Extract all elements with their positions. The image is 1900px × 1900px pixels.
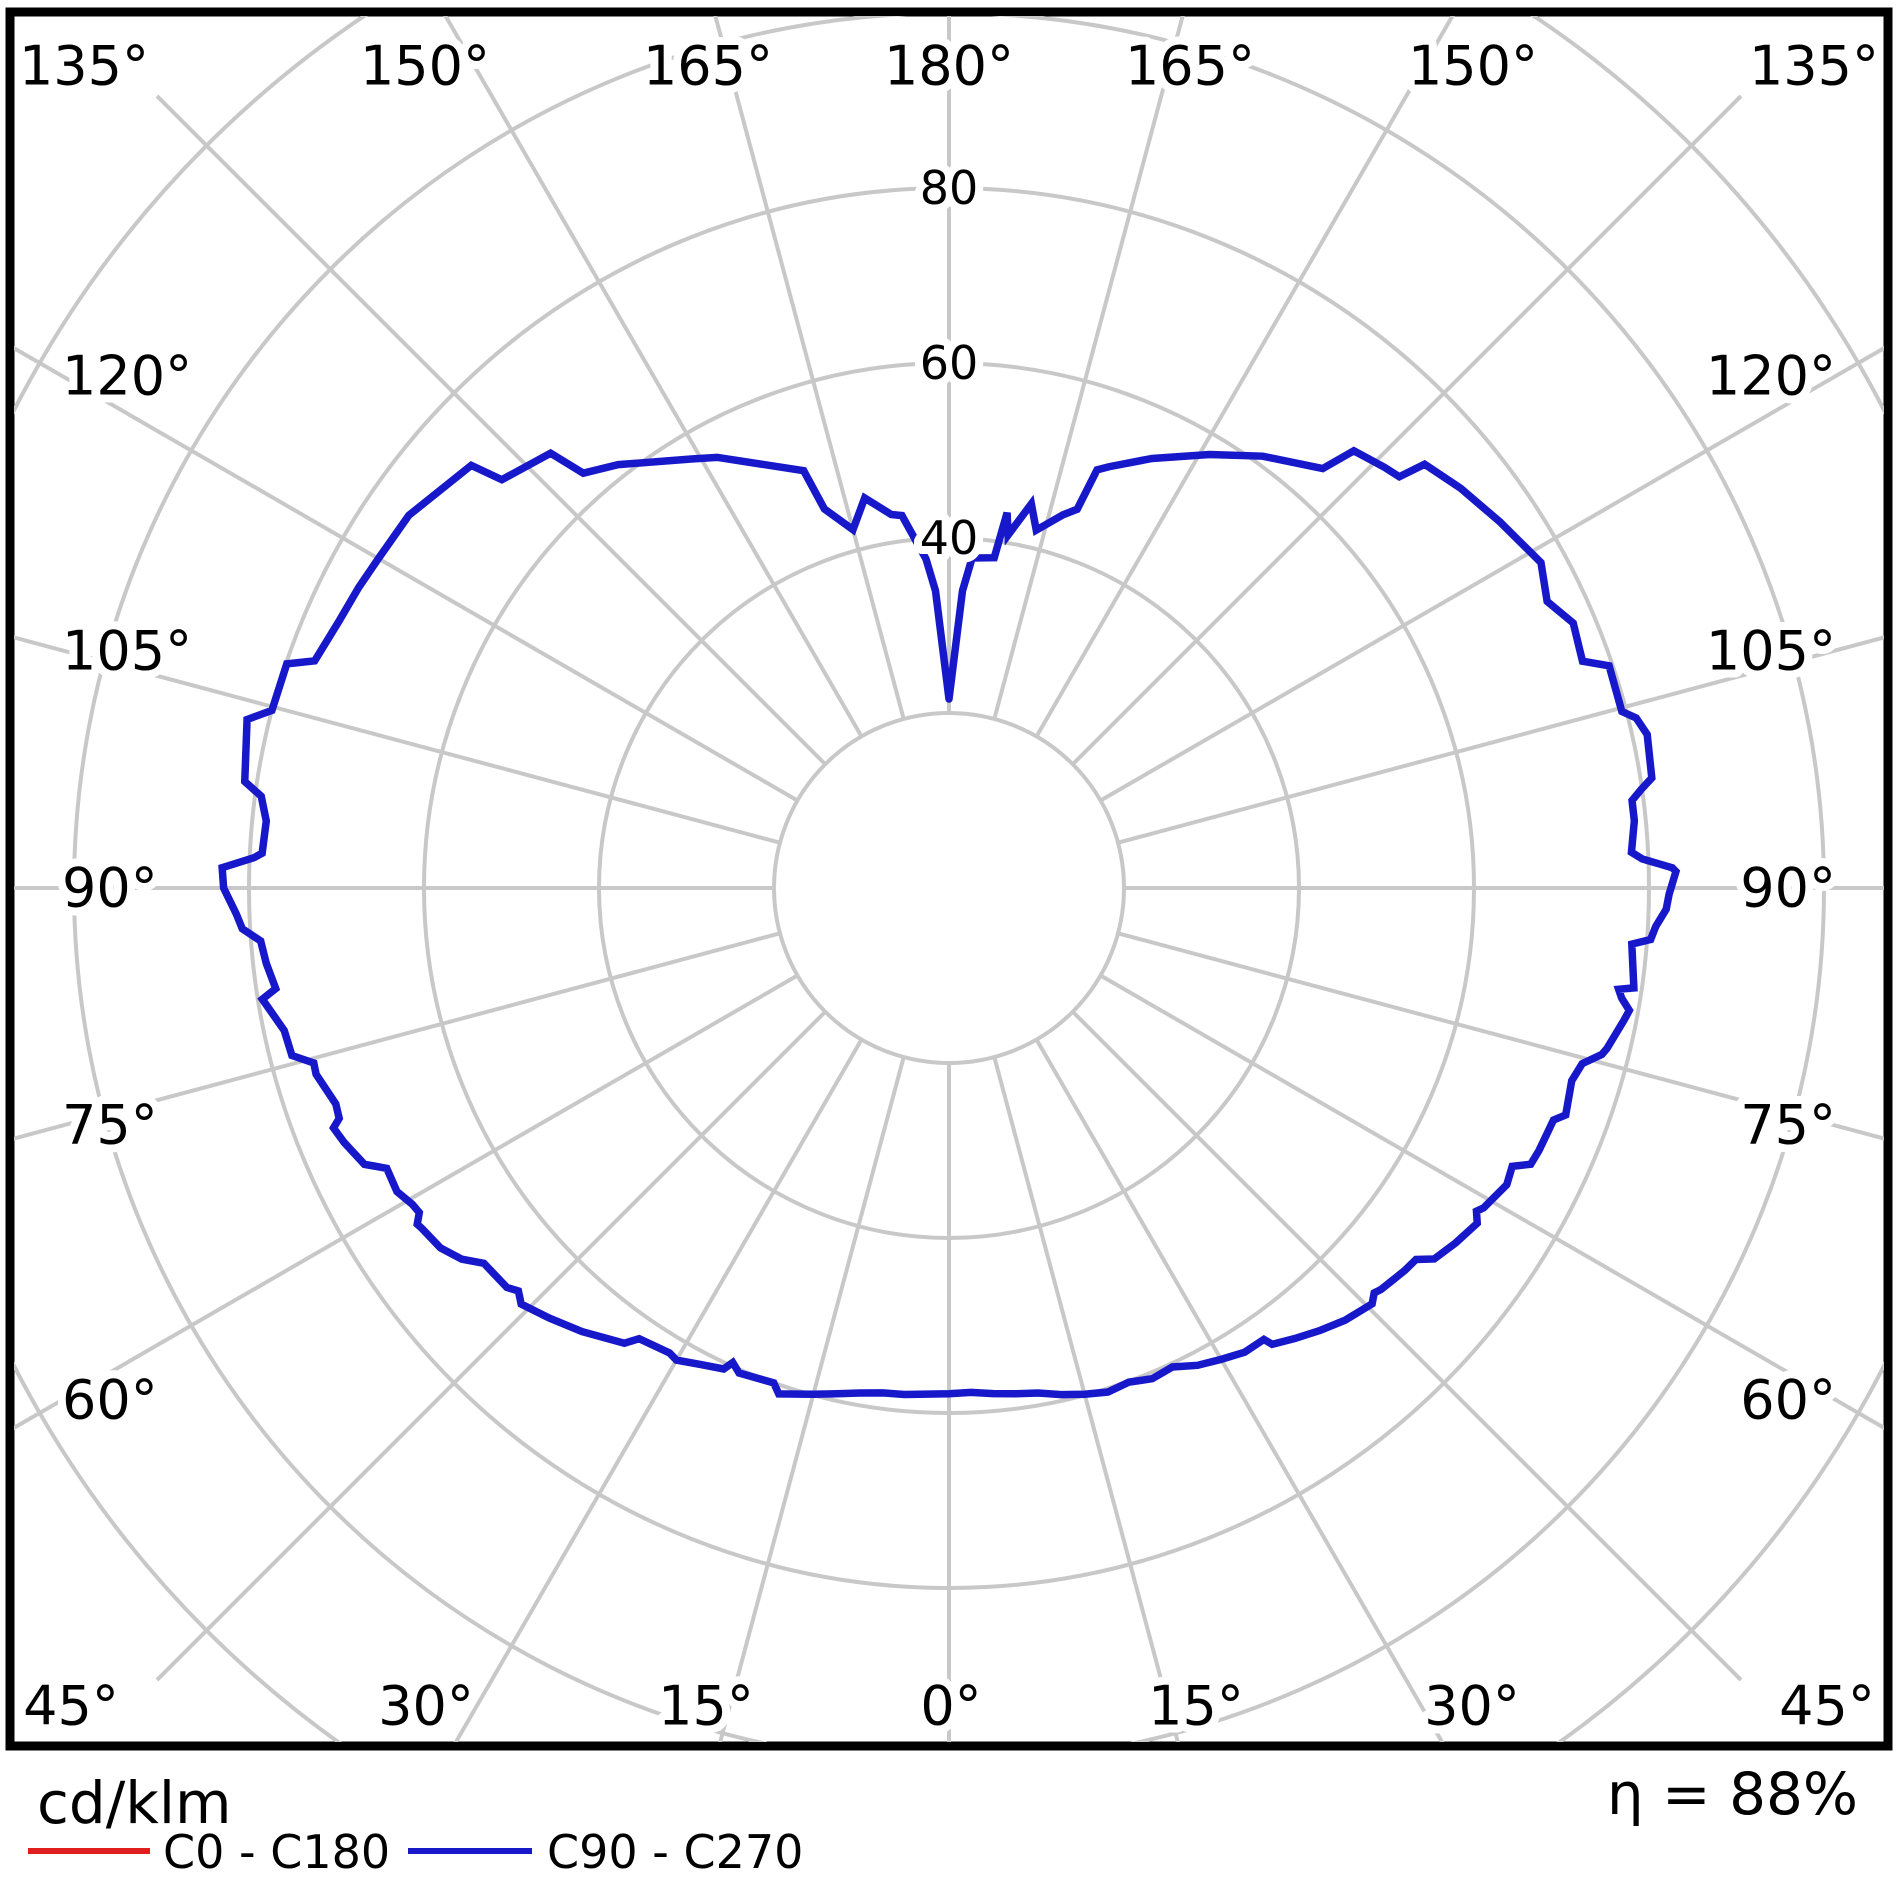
grid-spoke-285 <box>992 16 1185 720</box>
grid-spoke-330 <box>1099 345 1884 803</box>
axis-labels: 40 60 80 135° 150° 165° 180° 165° 150° 135° 45° 30°… <box>11 27 1887 1746</box>
angle-label-bottom-1: 30° <box>378 1675 474 1738</box>
legend-label-c0-c180: C0 - C180 <box>163 1825 390 1879</box>
angle-label-top-5: 150° <box>1408 35 1538 98</box>
grid-spoke-165 <box>14 931 781 1141</box>
angle-label-top-2: 165° <box>643 35 773 98</box>
angle-label-bottom-6: 45° <box>1779 1675 1875 1738</box>
angle-label-right-2: 90° <box>1740 857 1836 920</box>
angle-label-left-1: 105° <box>62 620 192 683</box>
angle-label-bottom-5: 30° <box>1424 1675 1520 1738</box>
grid-spoke-135 <box>155 1010 827 1682</box>
grid-spoke-30 <box>1099 973 1884 1431</box>
grid-spoke-255 <box>713 16 906 720</box>
grid-ring-20 <box>772 711 1126 1065</box>
intensity-curves <box>218 446 1681 1399</box>
angle-label-right-0: 120° <box>1706 345 1836 408</box>
angle-label-bottom-0: 45° <box>23 1675 119 1738</box>
grid-spoke-120 <box>453 1038 864 1742</box>
grid-spoke-105 <box>718 1056 906 1742</box>
radial-tick-label-60: 60 <box>920 336 979 390</box>
angle-label-left-3: 75° <box>62 1094 158 1157</box>
grid-spoke-195 <box>14 635 781 845</box>
legend-item-c0-c180: C0 - C180 <box>28 1825 390 1879</box>
angle-label-right-3: 75° <box>1740 1094 1836 1157</box>
angle-label-top-0: 135° <box>19 35 149 98</box>
legend: C0 - C180 C90 - C270 <box>28 1825 803 1879</box>
angle-label-left-4: 60° <box>62 1369 158 1432</box>
grid-spoke-300 <box>1034 16 1455 738</box>
intensity-curve-C90-C270 <box>218 446 1681 1399</box>
angle-label-top-6: 135° <box>1749 35 1879 98</box>
angle-label-top-3: 180° <box>884 35 1014 98</box>
grid-spoke-150 <box>14 973 799 1431</box>
angle-label-bottom-4: 15° <box>1148 1675 1244 1738</box>
grid-spoke-315 <box>1071 94 1743 766</box>
angle-label-left-0: 120° <box>62 345 192 408</box>
grid-spoke-60 <box>1034 1038 1445 1742</box>
radial-tick-label-80: 80 <box>920 161 979 215</box>
angle-label-left-2: 90° <box>62 857 158 920</box>
angle-label-right-4: 60° <box>1740 1369 1836 1432</box>
legend-label-c90-c270: C90 - C270 <box>547 1825 803 1879</box>
grid-spoke-225 <box>155 94 827 766</box>
legend-item-c90-c270: C90 - C270 <box>408 1825 803 1879</box>
grid-spoke-240 <box>443 16 864 738</box>
angle-label-bottom-3: 0° <box>920 1675 981 1738</box>
angle-label-top-1: 150° <box>360 35 490 98</box>
grid-spoke-75 <box>992 1056 1180 1742</box>
grid-spoke-345 <box>1117 635 1884 845</box>
angle-label-right-1: 105° <box>1706 620 1836 683</box>
grid-spoke-210 <box>14 345 799 803</box>
plot-frame <box>5 7 1893 1751</box>
radial-tick-label-40: 40 <box>920 511 979 565</box>
angle-label-top-4: 165° <box>1125 35 1255 98</box>
efficiency-label: η = 88% <box>1607 1760 1858 1828</box>
angle-label-bottom-2: 15° <box>658 1675 754 1738</box>
grid-spoke-45 <box>1071 1010 1743 1682</box>
grid-spoke-15 <box>1117 931 1884 1141</box>
radial-units-label: cd/klm <box>37 1769 231 1837</box>
